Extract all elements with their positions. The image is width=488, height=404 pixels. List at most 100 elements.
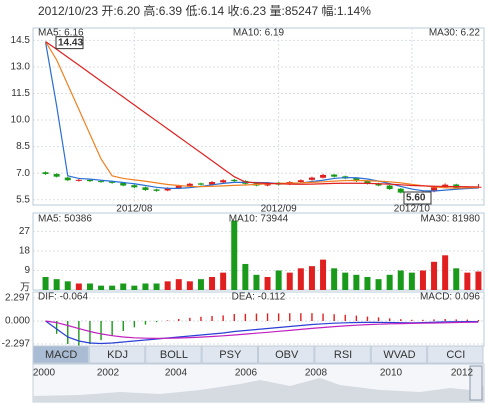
macd-bar bbox=[122, 321, 124, 331]
legend-entry: MA10: 73944 bbox=[229, 214, 289, 225]
legend-entry: MA5: 50386 bbox=[38, 214, 92, 225]
indicator-tab[interactable] bbox=[201, 345, 258, 364]
candle-body bbox=[386, 185, 393, 190]
y-tick-label: 7.0 bbox=[16, 168, 30, 179]
candle-body bbox=[331, 174, 338, 177]
candle-body bbox=[308, 177, 315, 180]
indicator-tab[interactable] bbox=[258, 345, 315, 364]
y-tick-label: 10.0 bbox=[11, 115, 31, 126]
macd-bar bbox=[211, 316, 213, 321]
indicator-line bbox=[45, 320, 479, 345]
navigator-handle[interactable] bbox=[469, 365, 483, 401]
y-tick-label: 2.297 bbox=[5, 293, 30, 304]
y-tick-label: 18 bbox=[19, 246, 31, 257]
macd-bar bbox=[55, 321, 58, 334]
volume-bar bbox=[164, 281, 171, 290]
volume-bar bbox=[308, 266, 315, 290]
indicator-tab-label[interactable]: MACD bbox=[45, 349, 77, 361]
indicator-tab-label[interactable]: OBV bbox=[275, 349, 299, 361]
candle-body bbox=[375, 183, 382, 186]
navigator-year: 2010 bbox=[380, 368, 403, 379]
indicator-line bbox=[45, 41, 479, 189]
volume-bar bbox=[109, 285, 116, 290]
indicator-tab-label[interactable]: CCI bbox=[446, 349, 465, 361]
macd-bar bbox=[289, 313, 291, 321]
volume-bar bbox=[209, 276, 216, 290]
y-tick-label: 9 bbox=[24, 265, 30, 276]
indicator-tab-label[interactable]: RSI bbox=[334, 349, 352, 361]
candle-body bbox=[231, 179, 238, 182]
y-tick-label: 5.5 bbox=[16, 194, 30, 205]
legend-entry: DEA: -0.112 bbox=[232, 292, 286, 303]
indicator-tab[interactable] bbox=[427, 345, 484, 364]
macd-bar bbox=[166, 320, 169, 321]
indicator-tab[interactable] bbox=[32, 345, 89, 364]
legend-entry: MA30: 81980 bbox=[421, 214, 481, 225]
indicator-line bbox=[45, 320, 479, 340]
candle-body bbox=[109, 181, 116, 183]
macd-bar bbox=[411, 319, 413, 321]
volume-bar bbox=[75, 283, 82, 290]
navigator-area bbox=[33, 378, 484, 402]
indicator-tab[interactable] bbox=[370, 345, 428, 364]
macd-bar bbox=[89, 321, 91, 344]
volume-bar bbox=[253, 274, 260, 290]
macd-bar bbox=[366, 316, 369, 321]
y-tick-label: 13.0 bbox=[11, 62, 31, 73]
y-tick-label: 8.5 bbox=[16, 141, 30, 152]
candle-body bbox=[209, 181, 216, 185]
macd-bar bbox=[133, 321, 136, 328]
candle-body bbox=[397, 188, 404, 193]
indicator-tab[interactable] bbox=[88, 345, 146, 364]
indicator-tab-label[interactable]: BOLL bbox=[160, 349, 188, 361]
indicator-tab-label[interactable]: PSY bbox=[219, 349, 242, 361]
volume-bar bbox=[475, 271, 482, 290]
candle-body bbox=[142, 187, 149, 190]
volume-bar bbox=[264, 276, 271, 290]
macd-bar bbox=[222, 315, 224, 321]
macd-bar bbox=[388, 318, 391, 321]
volume-bar bbox=[131, 285, 138, 290]
indicator-tab-label[interactable]: KDJ bbox=[107, 349, 128, 361]
annotation: 5.60 bbox=[406, 193, 426, 204]
volume-bar bbox=[342, 272, 349, 290]
volume-bar bbox=[142, 283, 149, 290]
volume-bar bbox=[286, 272, 293, 290]
candle-body bbox=[186, 183, 193, 186]
y-tick-label: 14.5 bbox=[11, 35, 31, 46]
volume-bar bbox=[53, 279, 60, 290]
panel-frame bbox=[32, 291, 485, 347]
candle-body bbox=[320, 174, 327, 178]
candle-body bbox=[297, 180, 304, 182]
indicator-tab[interactable] bbox=[314, 345, 371, 364]
macd-bar bbox=[255, 313, 258, 321]
volume-bar bbox=[364, 276, 371, 290]
x-tick-label: 2012/10 bbox=[394, 204, 431, 215]
macd-bar bbox=[466, 319, 469, 321]
volume-bar bbox=[297, 268, 304, 290]
macd-bar bbox=[178, 319, 180, 321]
annotation: 14.43 bbox=[58, 37, 83, 48]
volume-bar bbox=[42, 276, 49, 290]
macd-bar bbox=[333, 314, 335, 321]
navigator-year: 2012 bbox=[451, 368, 474, 379]
indicator-tab[interactable] bbox=[145, 345, 202, 364]
annotation-box bbox=[55, 36, 84, 50]
navigator-year: 2008 bbox=[305, 368, 328, 379]
macd-bar bbox=[477, 320, 480, 321]
volume-bar bbox=[442, 255, 449, 290]
volume-bar bbox=[242, 263, 249, 290]
candle-body bbox=[475, 186, 482, 188]
header-quote: 2012/10/23 开:6.20 高:6.39 低:6.14 收:6.23 量… bbox=[38, 3, 371, 18]
indicator-tab-label[interactable]: WVAD bbox=[383, 349, 415, 361]
panel-frame bbox=[32, 27, 485, 206]
y-tick-label: -2.297 bbox=[2, 339, 31, 350]
volume-bar bbox=[275, 270, 282, 290]
navigator-year: 2002 bbox=[97, 368, 120, 379]
x-tick-label: 2012/09 bbox=[261, 204, 298, 215]
navigator-year: 2006 bbox=[235, 368, 258, 379]
macd-bar bbox=[300, 313, 302, 321]
volume-bar bbox=[98, 285, 105, 290]
macd-bar bbox=[444, 319, 446, 321]
volume-bar bbox=[397, 270, 404, 290]
